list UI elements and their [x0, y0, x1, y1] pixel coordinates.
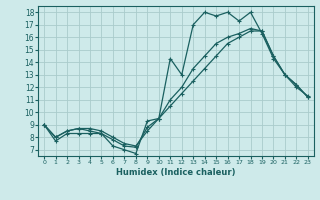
X-axis label: Humidex (Indice chaleur): Humidex (Indice chaleur)	[116, 168, 236, 177]
